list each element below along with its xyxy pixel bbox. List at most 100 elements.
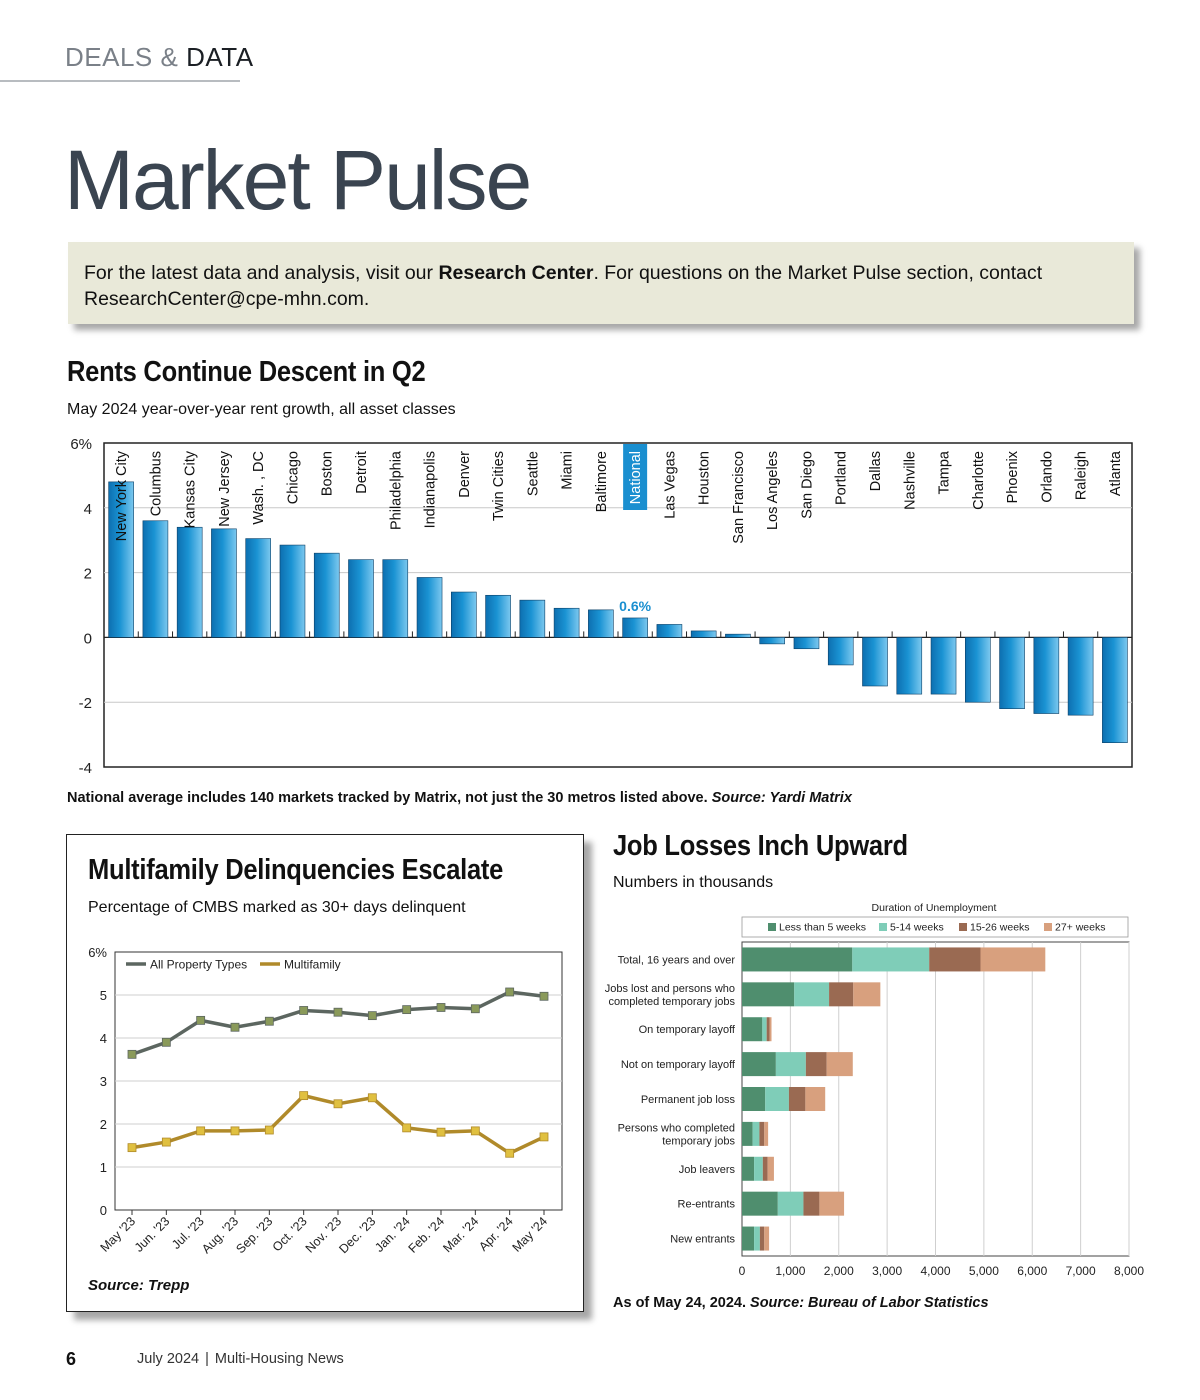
all-property-point <box>436 1003 446 1012</box>
jobs-chart-note: As of May 24, 2024. Source: Bureau of La… <box>613 1295 989 1311</box>
jobs-chart-title: Job Losses Inch Upward <box>613 830 908 862</box>
jobs-bar-segment <box>762 1017 767 1042</box>
delinquency-xtick-label: Dec. '23 <box>336 1214 378 1256</box>
rent-category-label: Detroit <box>354 451 370 494</box>
jobs-bar-segment <box>752 1121 760 1146</box>
rents-chart-subtitle: May 2024 year-over-year rent growth, all… <box>67 401 456 418</box>
jobs-category-label: Permanent job loss <box>641 1094 736 1106</box>
all-property-point <box>264 1016 274 1026</box>
jobs-category-label: Persons who completed <box>618 1122 735 1134</box>
rent-bar <box>930 637 957 695</box>
jobs-bar-segment <box>742 1226 755 1251</box>
delinquency-xtick-label: Sep. '23 <box>233 1214 275 1256</box>
info-text-1: For the latest data and analysis, visit … <box>84 262 439 284</box>
rent-category-label: Raleigh <box>1074 451 1090 500</box>
jobs-category-label: Not on temporary layoff <box>621 1059 736 1071</box>
rent-category-label: Tampa <box>937 450 953 494</box>
rent-category-label: Boston <box>320 451 336 496</box>
rent-bar <box>313 552 340 638</box>
section-rule <box>0 80 240 82</box>
rent-bar <box>108 481 134 638</box>
rent-bar <box>450 591 477 638</box>
delinquency-ytick-label: 5 <box>100 988 107 1003</box>
jobs-legend-label: 27+ weeks <box>1055 922 1106 934</box>
jobs-category-label: Job leavers <box>679 1164 736 1176</box>
job-losses-chart: Duration of Unemployment Less than 5 week… <box>605 902 1145 1278</box>
delinquency-xtick-label: May '24 <box>510 1214 551 1255</box>
rent-category-label: Atlanta <box>1108 450 1124 496</box>
jobs-chart-subtitle: Numbers in thousands <box>613 874 774 891</box>
rent-bar <box>1033 637 1060 714</box>
delinquency-xtick-label: Apr. '24 <box>476 1214 516 1254</box>
jobs-bar-segment <box>759 1226 765 1251</box>
jobs-bar-segment <box>805 1087 826 1111</box>
rent-bar <box>176 526 203 638</box>
rent-bar <box>896 637 923 695</box>
jobs-xtick-label: 3,000 <box>872 1264 902 1278</box>
rent-bar <box>588 609 614 638</box>
delinquency-ytick-label: 4 <box>100 1031 107 1046</box>
jobs-bar-segment <box>742 1087 766 1111</box>
multifamily-point <box>505 1148 515 1158</box>
rent-bar <box>416 577 443 638</box>
multifamily-point <box>333 1099 343 1109</box>
rent-bar <box>690 630 717 638</box>
jobs-bar-segment <box>826 1052 853 1077</box>
jobs-bar-segment <box>829 982 854 1007</box>
all-property-point <box>470 1004 480 1014</box>
rent-category-label: Chicago <box>285 451 301 504</box>
rent-bar <box>999 637 1025 709</box>
jobs-xtick-label: 0 <box>739 1264 746 1278</box>
rent-category-label: Twin Cities <box>491 451 507 521</box>
rent-category-label: Indianapolis <box>423 451 439 528</box>
rent-category-label: Phoenix <box>1005 450 1021 503</box>
section-tag-a: DEALS <box>65 42 153 72</box>
jobs-category-label: On temporary layoff <box>639 1024 736 1036</box>
jobs-bar-segment <box>742 1156 755 1181</box>
rent-bar <box>827 637 854 666</box>
rent-bar <box>245 538 271 638</box>
delinquency-source-text: Source: Trepp <box>88 1277 190 1294</box>
jobs-category-label: temporary jobs <box>662 1135 735 1147</box>
rent-bar <box>1102 637 1128 743</box>
delinquency-xtick-label: Jun. '23 <box>132 1214 173 1255</box>
info-box: For the latest data and analysis, visit … <box>68 242 1134 324</box>
rent-bar <box>382 559 409 638</box>
multifamily-point <box>196 1126 206 1136</box>
section-tag: DEALS & DATA <box>65 42 254 73</box>
jobs-category-label: Total, 16 years and over <box>618 954 736 966</box>
research-center-link[interactable]: Research Center <box>438 262 594 284</box>
footer-date: July 2024 <box>137 1351 200 1367</box>
rent-category-label: Dallas <box>868 451 884 491</box>
jobs-bar-segment <box>805 1052 827 1077</box>
rent-category-label: Portland <box>834 451 850 505</box>
rent-category-label: Los Angeles <box>765 451 781 530</box>
jobs-xtick-label: 5,000 <box>969 1264 999 1278</box>
jobs-xtick-label: 7,000 <box>1066 1264 1096 1278</box>
footer-publication-line: July 2024 | Multi-Housing News <box>137 1351 344 1367</box>
rent-category-label: Kansas City <box>183 450 199 528</box>
all-property-point <box>367 1011 377 1021</box>
all-property-point <box>505 987 515 997</box>
jobs-bar-segment <box>742 947 853 972</box>
rent-category-label: Baltimore <box>594 451 610 512</box>
delinquency-ytick-label: 2 <box>100 1117 107 1132</box>
jobs-bar-segment <box>980 947 1046 972</box>
delinquency-source: Source: Trepp <box>88 1277 189 1294</box>
rents-chart-note: National average includes 140 markets tr… <box>67 790 852 806</box>
jobs-legend-swatch <box>879 923 887 931</box>
jobs-legend-swatch <box>959 923 967 931</box>
rents-source: Source: Yardi Matrix <box>711 790 852 806</box>
rent-bar <box>519 599 546 638</box>
jobs-bar-segment <box>775 1052 806 1077</box>
jobs-note-text: As of May 24, 2024. <box>613 1295 746 1311</box>
rent-bar <box>725 633 751 638</box>
legend-label-multifamily: Multifamily <box>284 958 341 972</box>
rent-bar <box>348 559 374 638</box>
delinquency-xtick-label: Feb. '24 <box>406 1214 448 1256</box>
delinquency-xtick-label: Oct. '23 <box>270 1214 310 1254</box>
jobs-legend-frame <box>741 916 1129 938</box>
multifamily-point <box>539 1132 549 1142</box>
rent-category-label: San Francisco <box>731 451 747 544</box>
